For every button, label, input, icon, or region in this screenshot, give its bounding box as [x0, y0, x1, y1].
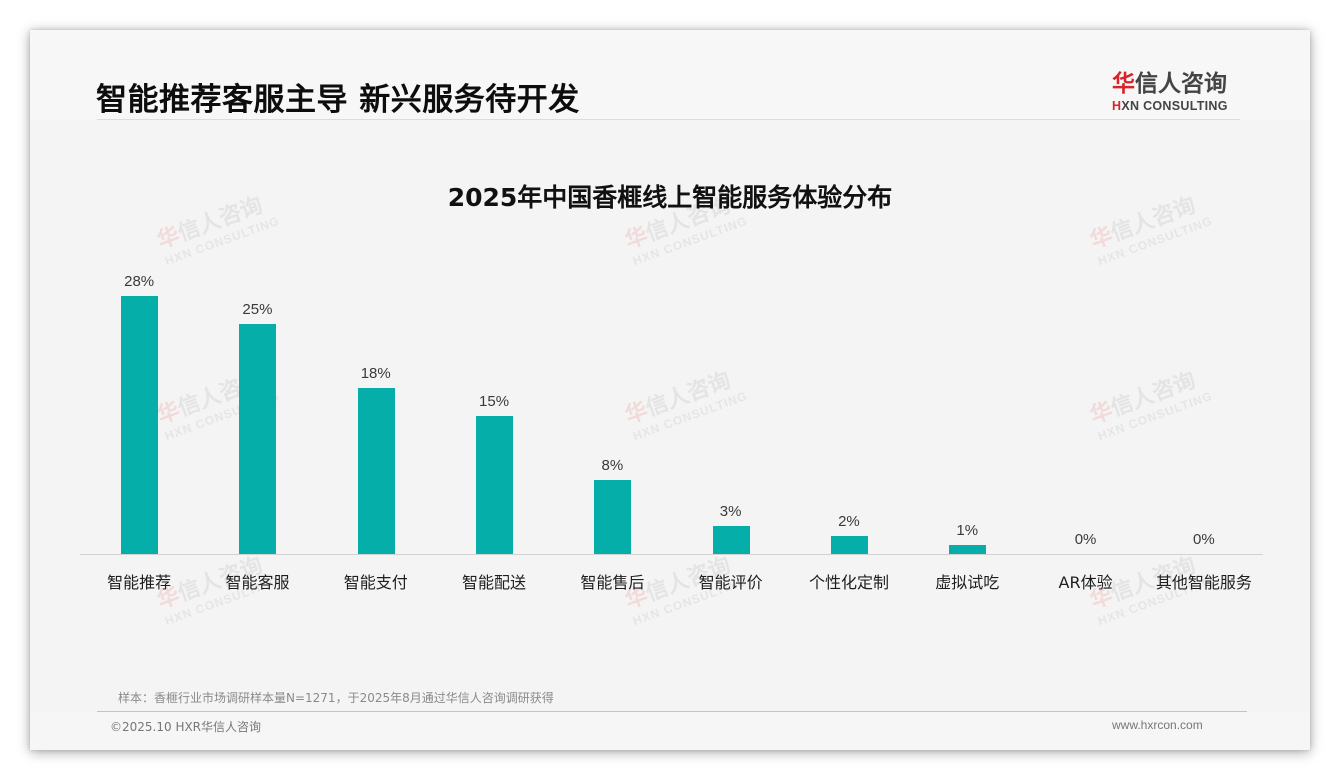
x-axis-tick-label: AR体验: [1058, 573, 1113, 592]
bar: [830, 535, 868, 554]
x-axis-tick-label: 智能配送: [462, 573, 527, 592]
x-axis-tick-label: 智能评价: [698, 573, 763, 592]
bar-chart-plot: 28% 25% 18% 15% 8% 3% 2% 1% 0% 0%: [80, 250, 1263, 554]
bar: [712, 526, 750, 554]
bar: [594, 480, 632, 554]
bar-value-label: 25%: [242, 301, 273, 318]
logo-chinese-rest: 信人咨询: [1135, 71, 1227, 97]
logo-accent-letter: H: [1112, 99, 1122, 113]
header-band: [30, 30, 1310, 120]
bar: [475, 416, 513, 554]
brand-logo: 华信人咨询 HXN CONSULTING: [1112, 64, 1242, 113]
bar-group: 2%: [790, 250, 908, 554]
copyright-text: ©2025.10 HXR华信人咨询: [110, 720, 262, 734]
slide: 智能推荐客服主导 新兴服务待开发 华信人咨询 HXN CONSULTING 华信…: [30, 30, 1310, 750]
bar-value-label: 0%: [1074, 531, 1097, 548]
x-axis-tick-label: 智能售后: [580, 573, 645, 592]
footer-band: [30, 712, 1310, 750]
bar-group: 18%: [317, 250, 435, 554]
bar-value-label: 1%: [956, 521, 979, 539]
x-axis-labels: 智能推荐 智能客服 智能支付 智能配送 智能售后 智能评价 个性化定制 虚拟试吃 AR体验 其他智…: [80, 569, 1263, 593]
x-axis-baseline: [80, 554, 1263, 555]
logo-english-rest: XN CONSULTING: [1121, 99, 1228, 113]
bar-group: 15%: [435, 250, 553, 554]
bar: [121, 296, 158, 554]
logo-english: HXN CONSULTING: [1112, 99, 1242, 113]
x-axis-tick-label: 个性化定制: [808, 573, 889, 592]
x-axis-tick-label: 虚拟试吃: [935, 573, 1000, 592]
bar-value-label: 2%: [838, 512, 860, 530]
bar: [357, 388, 395, 554]
bar-value-label: 15%: [479, 393, 510, 410]
bar-group: 8%: [553, 250, 671, 554]
bar: [239, 324, 277, 554]
x-axis-tick-label: 其他智能服务: [1155, 573, 1252, 592]
bar-value-label: 0%: [1192, 531, 1215, 548]
bar: [949, 544, 987, 554]
footer-divider: [97, 711, 1247, 712]
bar-value-label: 18%: [360, 365, 391, 383]
bar-group: 1%: [908, 250, 1026, 554]
bar-group: 0%: [1145, 250, 1263, 554]
chart-title: 2025年中国香榧线上智能服务体验分布: [447, 183, 893, 212]
x-axis-tick-label: 智能客服: [225, 573, 290, 592]
title-divider: [97, 119, 1240, 120]
logo-chinese: 华信人咨询: [1112, 64, 1242, 98]
bar-group: 25%: [198, 250, 316, 554]
bar-group: 0%: [1026, 250, 1144, 554]
x-axis-tick-label: 智能推荐: [107, 573, 172, 592]
bar-value-label: 8%: [601, 457, 624, 475]
x-axis-tick-label: 智能支付: [343, 573, 408, 592]
bar-group: 28%: [80, 250, 198, 554]
source-note: 样本：香榧行业市场调研样本量N=1271，于2025年8月通过华信人咨询调研获得: [118, 691, 554, 705]
bar-value-label: 3%: [719, 503, 742, 521]
bar-value-label: 28%: [124, 273, 155, 291]
page-title: 智能推荐客服主导 新兴服务待开发: [96, 82, 580, 118]
bar-group: 3%: [672, 250, 790, 554]
logo-accent-char: 华: [1112, 71, 1135, 97]
website-link[interactable]: www.hxrcon.com: [1112, 718, 1203, 732]
